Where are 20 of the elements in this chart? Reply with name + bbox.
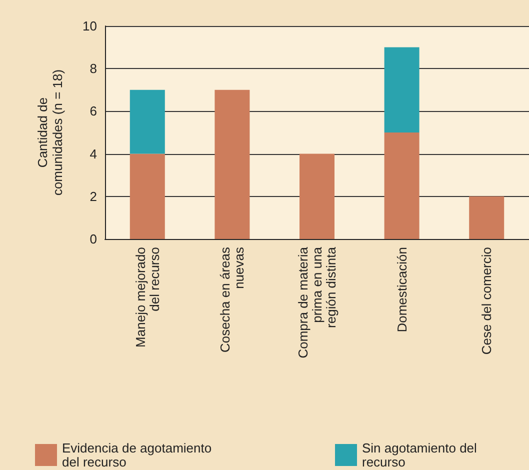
y-tick-label: 4 [90,146,97,162]
bar [384,132,420,239]
y-tick-label: 8 [90,61,97,76]
bar [130,154,165,239]
y-tick-label: 10 [82,18,97,34]
x-tick-label: Cese del comercio [479,247,494,355]
y-tick-label: 0 [90,232,97,246]
x-tick-label: Domesticación [394,247,410,332]
legend-label: Evidencia de agotamiento del recurso [62,440,212,470]
bar [130,90,165,154]
bar [300,154,334,239]
bar [469,196,504,239]
y-tick-label: 2 [90,188,97,204]
x-tick-label: Manejo mejorado del recurso [132,247,162,348]
y-tick-label: 6 [90,104,97,119]
bar [214,90,250,239]
legend-label: Sin agotamiento del recurso [362,440,478,470]
x-tick-label: Cosecha en áreas nuevas [218,246,247,353]
y-axis-title: Cantidad de comunidades (n = 18) [35,69,65,196]
bar [384,47,420,132]
